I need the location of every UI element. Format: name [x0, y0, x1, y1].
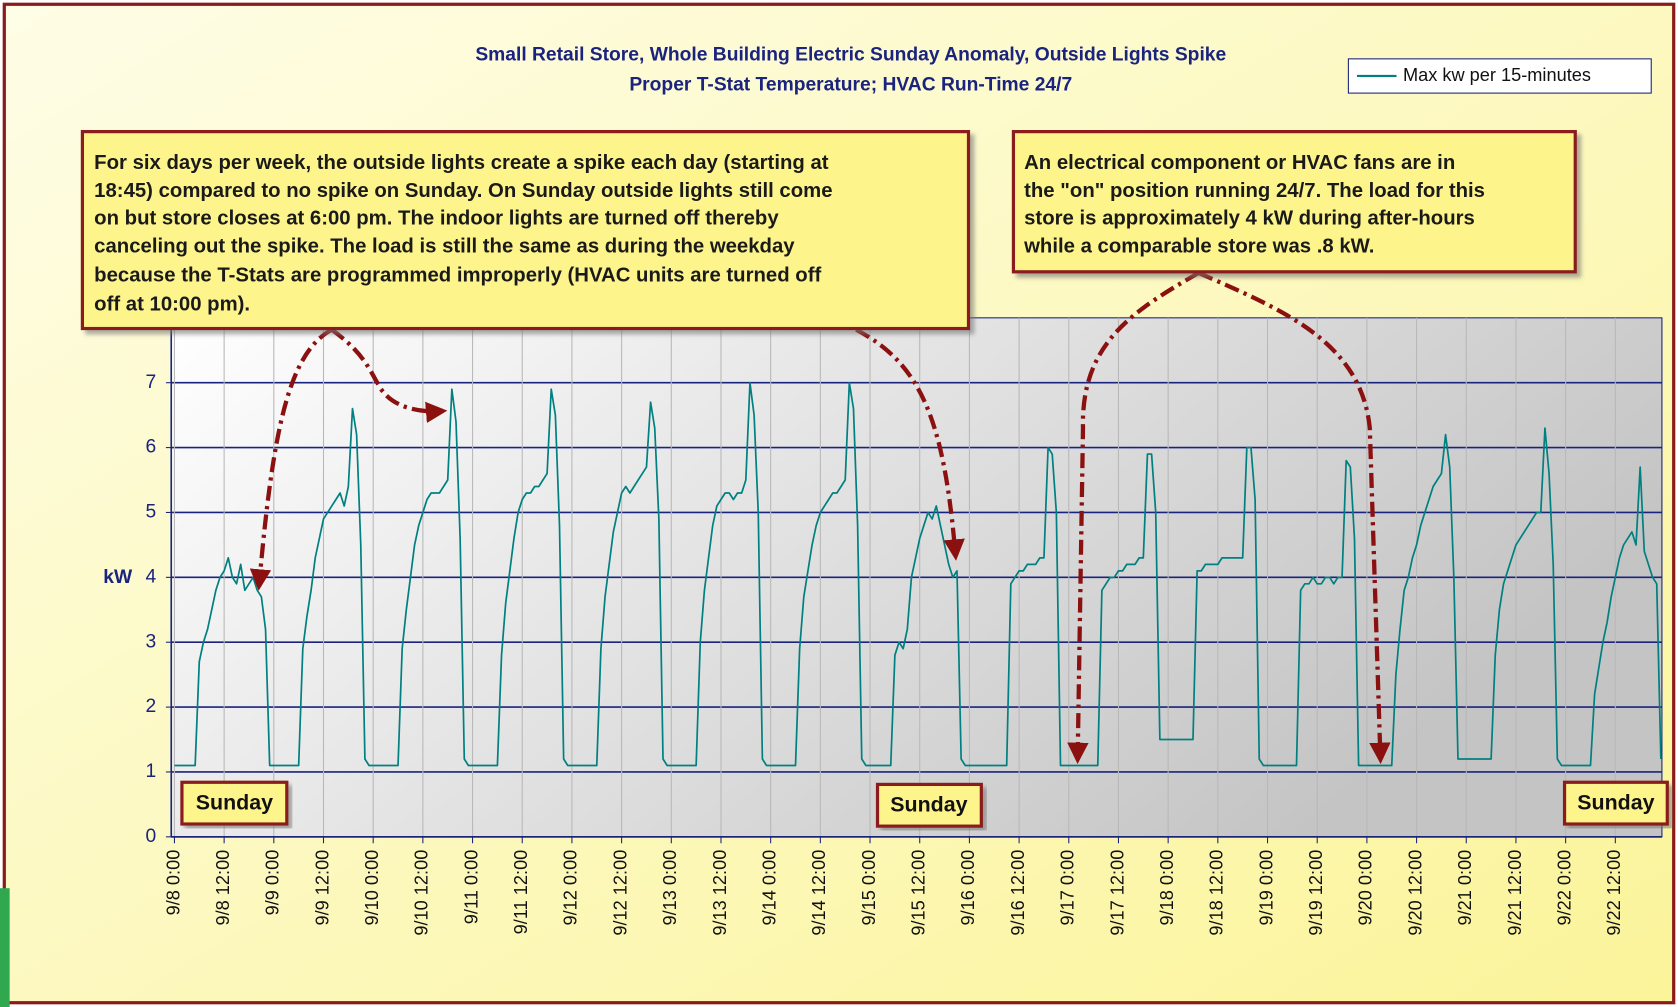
x-tick-label: 9/17 12:00 [1107, 850, 1127, 936]
x-tick-label: 9/14 0:00 [759, 850, 779, 926]
y-axis-label: kW [103, 567, 133, 588]
day-label-box [1562, 780, 1669, 826]
y-tick-label: 4 [146, 566, 157, 587]
x-tick-label: 9/18 0:00 [1157, 850, 1177, 926]
y-tick-label: 5 [146, 502, 157, 523]
x-tick-label: 9/13 12:00 [710, 850, 730, 936]
x-tick-label: 9/20 12:00 [1405, 850, 1425, 936]
x-tick-label: 9/10 12:00 [412, 850, 432, 936]
x-tick-label: 9/16 0:00 [958, 850, 978, 926]
x-tick-label: 9/15 12:00 [909, 850, 929, 936]
annotation-box [80, 130, 971, 331]
x-tick-label: 9/12 12:00 [610, 850, 630, 936]
arrow [855, 327, 965, 561]
x-tick-label: 9/13 0:00 [660, 850, 680, 926]
x-tick-label: 9/22 0:00 [1554, 850, 1574, 926]
day-label-box [875, 782, 983, 828]
annotation-text: store is approximately 4 kW during after… [1024, 208, 1475, 230]
y-tick-label: 7 [146, 372, 157, 393]
legend: Max kw per 15-minutes [1347, 58, 1652, 94]
day-label: Sunday [180, 780, 289, 826]
arrow [1067, 271, 1200, 765]
annotation: For six days per week, the outside light… [80, 130, 971, 331]
day-label-text: Sunday [890, 792, 967, 816]
x-tick-label: 9/8 0:00 [163, 850, 183, 916]
corner-strip [0, 888, 10, 1007]
x-tick-label: 9/14 12:00 [809, 850, 829, 936]
x-tick-label: 9/19 0:00 [1256, 850, 1276, 926]
x-tick-label: 9/9 0:00 [263, 850, 283, 916]
annotation-text: canceling out the spike. The load is sti… [94, 236, 795, 258]
x-tick-label: 9/20 0:00 [1356, 850, 1376, 926]
arrows [249, 270, 1391, 765]
x-tick-label: 9/19 12:00 [1306, 850, 1326, 936]
y-tick-label: 0 [146, 826, 157, 847]
x-tick-label: 9/22 12:00 [1604, 850, 1624, 936]
legend-box [1347, 58, 1652, 94]
legend-label: Max kw per 15-minutes [1403, 65, 1591, 85]
x-tick-label: 9/11 0:00 [461, 850, 481, 925]
annotation-text: An electrical component or HVAC fans are… [1024, 152, 1455, 174]
annotation-text: because the T-Stats are programmed impro… [94, 264, 821, 286]
annotation-text: the "on" position running 24/7. The load… [1024, 180, 1485, 202]
x-tick-label: 9/16 12:00 [1008, 850, 1028, 936]
y-tick-label: 1 [146, 761, 157, 782]
x-tick-label: 9/17 0:00 [1058, 850, 1078, 926]
y-tick-label: 3 [146, 631, 157, 652]
annotation-text: 18:45) compared to no spike on Sunday. O… [94, 180, 832, 202]
x-tick-label: 9/9 12:00 [312, 850, 332, 926]
annotation-text: off at 10:00 pm). [94, 293, 250, 315]
day-label-box [180, 780, 289, 826]
data-line [174, 381, 1662, 767]
annotation-box [1011, 130, 1577, 274]
day-label: Sunday [1562, 780, 1669, 826]
x-tick-label: 9/18 12:00 [1207, 850, 1227, 936]
x-tick-label: 9/11 12:00 [511, 850, 531, 935]
x-tick-label: 9/8 12:00 [213, 850, 233, 926]
annotation-text: while a comparable store was .8 kW. [1023, 236, 1374, 258]
chart-title: Small Retail Store, Whole Building Elect… [475, 45, 1226, 66]
x-tick-label: 9/12 0:00 [561, 850, 581, 926]
day-label-text: Sunday [1577, 790, 1654, 814]
y-tick-label: 6 [146, 437, 157, 458]
day-label-text: Sunday [196, 790, 273, 814]
x-tick-label: 9/10 0:00 [362, 850, 382, 926]
x-tick-label: 9/15 0:00 [859, 850, 879, 926]
arrow [330, 327, 448, 424]
arrow [1197, 270, 1391, 765]
y-tick-label: 2 [146, 696, 157, 717]
chart-subtitle: Proper T-Stat Temperature; HVAC Run-Time… [629, 75, 1072, 96]
x-tick-label: 9/21 0:00 [1455, 850, 1475, 926]
x-tick-label: 9/21 12:00 [1505, 850, 1525, 936]
annotation-text: For six days per week, the outside light… [94, 152, 829, 174]
annotation-text: on but store closes at 6:00 pm. The indo… [94, 208, 779, 230]
day-label: Sunday [875, 782, 983, 828]
arrow [249, 327, 333, 591]
annotation: An electrical component or HVAC fans are… [1011, 130, 1577, 274]
